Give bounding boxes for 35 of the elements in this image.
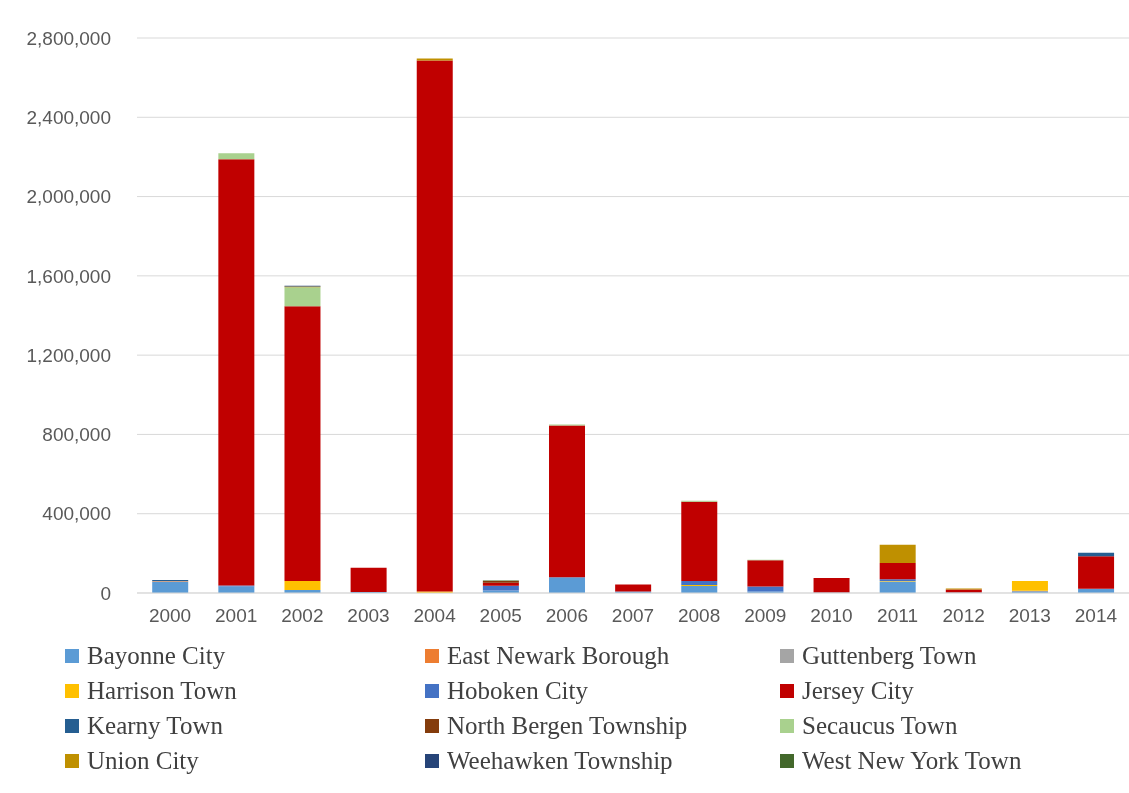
legend-label: Weehawken Township [447, 746, 673, 776]
x-tick-label: 2011 [877, 605, 918, 627]
y-tick-label: 2,800,000 [26, 27, 111, 49]
x-tick-label: 2012 [942, 605, 985, 627]
y-tick-label: 1,600,000 [26, 265, 111, 287]
y-tick-label: 0 [100, 582, 111, 604]
legend-label: Jersey City [802, 676, 914, 706]
x-tick-label: 2009 [744, 605, 787, 627]
x-tick-label: 2005 [479, 605, 522, 627]
x-tick-label: 2004 [413, 605, 457, 627]
y-tick-label: 800,000 [42, 424, 111, 446]
legend-label: West New York Town [802, 746, 1022, 776]
x-tick-label: 2002 [281, 605, 324, 627]
x-tick-label: 2010 [810, 605, 853, 627]
legend-label: Harrison Town [87, 676, 237, 706]
y-tick-label: 1,200,000 [26, 344, 111, 366]
x-tick-label: 2000 [148, 605, 192, 627]
x-tick-label: 2006 [545, 605, 589, 627]
x-tick-label: 2001 [215, 605, 258, 627]
legend-label: Hoboken City [447, 676, 588, 706]
x-tick-label: 2013 [1008, 605, 1051, 627]
x-tick-label: 2014 [1074, 605, 1118, 627]
legend-label: North Bergen Township [447, 711, 688, 741]
x-tick-label: 2003 [347, 605, 390, 627]
x-tick-label: 2007 [611, 605, 655, 627]
legend-label: Kearny Town [87, 711, 223, 741]
y-tick-label: 400,000 [42, 503, 111, 525]
y-tick-label: 2,400,000 [26, 107, 111, 129]
legend-label: Bayonne City [87, 641, 226, 671]
legend-label: East Newark Borough [447, 641, 670, 671]
legend-label: Secaucus Town [802, 711, 958, 741]
x-tick-label: 2008 [677, 605, 721, 627]
y-tick-label: 2,000,000 [26, 186, 111, 208]
legend-label: Guttenberg Town [802, 641, 977, 671]
legend-label: Union City [87, 746, 199, 776]
